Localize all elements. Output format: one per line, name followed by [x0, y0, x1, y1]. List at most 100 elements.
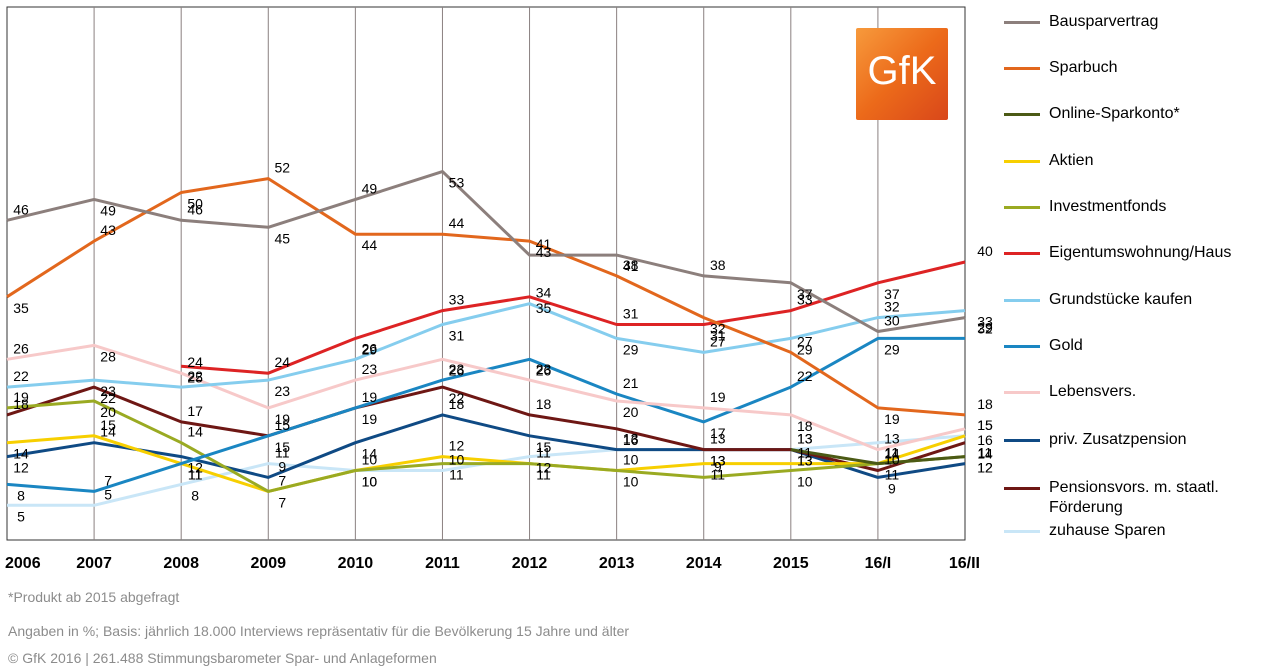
legend-item: priv. Zusatzpension — [1000, 418, 1263, 458]
data-label: 19 — [13, 389, 29, 405]
footnote-product-note: *Produkt ab 2015 abgefragt — [8, 589, 180, 605]
data-label: 11 — [188, 467, 203, 483]
data-label: 41 — [536, 236, 552, 252]
x-tick-label: 2009 — [250, 555, 286, 572]
data-label: 43 — [536, 244, 552, 260]
legend-label: Online-Sparkonto* — [1049, 105, 1180, 122]
x-tick-label: 2015 — [773, 555, 809, 572]
data-label: 29 — [884, 341, 900, 357]
data-label: 38 — [710, 257, 726, 273]
legend-swatch — [1004, 160, 1040, 163]
data-label: 11 — [885, 445, 900, 461]
legend-swatch — [1004, 113, 1040, 116]
data-label: 22 — [449, 390, 465, 406]
legend-item: Pensionsvors. m. staatl. Förderung — [1000, 466, 1263, 516]
data-label: 18 — [536, 396, 552, 412]
data-label: 50 — [187, 196, 203, 212]
data-label: 13 — [710, 453, 726, 469]
data-label: 53 — [449, 175, 465, 191]
legend-label: Investmentfonds — [1049, 198, 1167, 215]
x-tick-label: 2006 — [5, 555, 41, 572]
legend-item: Grundstücke kaufen — [1000, 278, 1263, 318]
data-label: 20 — [100, 404, 116, 420]
x-axis-tick-labels: 2006 2007 2008 2009 2010 2011 2012 2013 2014 2015… — [5, 555, 980, 572]
series-line — [6, 177, 966, 417]
data-label: 24 — [274, 354, 290, 370]
data-label: 34 — [536, 285, 552, 301]
data-label: 29 — [362, 341, 378, 357]
data-label: 14 — [13, 446, 29, 462]
series-line — [7, 434, 966, 507]
legend-label: Grundstücke kaufen — [1049, 291, 1193, 308]
legend-item: Investmentfonds — [1000, 185, 1263, 225]
data-label: 13 — [710, 431, 726, 447]
data-label: 11 — [536, 445, 551, 461]
data-label: 23 — [449, 361, 465, 377]
data-label: 11 — [798, 445, 813, 461]
series-line — [790, 448, 966, 466]
legend-label: Pensionsvors. m. staatl. Förderung — [1049, 479, 1219, 516]
data-label: 7 — [278, 472, 286, 488]
footnote-basis: Angaben in %; Basis: jährlich 18.000 Int… — [8, 623, 630, 639]
data-label: 17 — [710, 425, 726, 441]
data-label: 10 — [884, 452, 900, 468]
data-label: 10 — [362, 474, 378, 490]
data-label: 9 — [888, 480, 896, 496]
data-label: 13 — [710, 453, 726, 469]
footnote-copyright: © GfK 2016 | 261.488 Stimmungsbarometer … — [8, 650, 437, 666]
data-label: 11 — [536, 467, 551, 483]
data-label: 18 — [797, 418, 813, 434]
data-label: 13 — [797, 453, 813, 469]
data-label: 26 — [536, 362, 552, 378]
data-label: 46 — [13, 201, 29, 217]
data-label: 11 — [449, 467, 464, 483]
x-tick-label: 2013 — [599, 555, 635, 572]
data-label: 13 — [884, 431, 900, 447]
data-label: 23 — [274, 383, 290, 399]
legend-swatch — [1004, 252, 1040, 255]
data-label: 12 — [13, 460, 29, 476]
data-label: 14 — [977, 446, 993, 462]
data-label: 19 — [884, 411, 900, 427]
data-label: 41 — [623, 258, 639, 274]
data-label: 13 — [623, 431, 639, 447]
data-label: 11 — [885, 467, 900, 483]
gfk-logo: GfK — [856, 28, 948, 120]
legend-label: Gold — [1049, 337, 1083, 354]
data-label: 19 — [710, 389, 726, 405]
x-tick-label: 2007 — [76, 555, 112, 572]
data-label: 5 — [104, 486, 112, 502]
data-label: 14 — [362, 446, 378, 462]
x-tick-label: 16/II — [949, 555, 980, 572]
data-label: 35 — [536, 300, 552, 316]
data-label: 27 — [710, 333, 726, 349]
data-label: 52 — [274, 160, 290, 176]
data-label: 12 — [187, 460, 203, 476]
data-label: 15 — [536, 439, 552, 455]
data-label: 23 — [362, 361, 378, 377]
data-label: 9 — [714, 458, 722, 474]
data-label: 49 — [100, 202, 116, 218]
data-label: 14 — [187, 424, 203, 440]
data-label: 43 — [100, 222, 116, 238]
legend-label: Eigentumswohnung/Haus — [1049, 244, 1232, 261]
data-label: 18 — [449, 396, 465, 412]
data-label: 5 — [17, 508, 25, 524]
data-label: 15 — [977, 417, 993, 433]
legend-item: Sparbuch — [1000, 46, 1263, 86]
series-line — [6, 399, 966, 493]
legend-swatch — [1004, 391, 1040, 394]
data-label: 15 — [100, 417, 116, 433]
data-label: 17 — [187, 403, 203, 419]
legend-swatch — [1004, 487, 1040, 490]
data-label: 16 — [977, 432, 993, 448]
legend-item: zuhause Sparen — [1000, 509, 1263, 549]
data-label: 26 — [449, 362, 465, 378]
data-label: 12 — [536, 460, 552, 476]
data-label: 7 — [278, 494, 286, 510]
data-label: 14 — [884, 446, 900, 462]
legend-label: Bausparvertrag — [1049, 13, 1159, 30]
data-label: 22 — [100, 390, 116, 406]
data-label: 49 — [362, 180, 378, 196]
